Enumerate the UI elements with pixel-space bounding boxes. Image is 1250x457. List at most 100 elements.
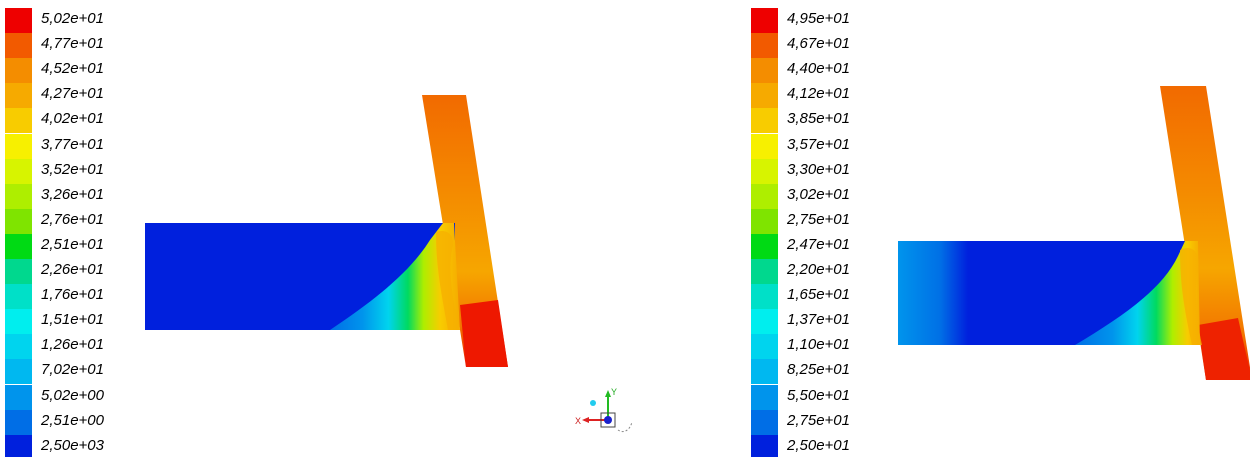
legend-label: 2,20e+01 <box>787 261 850 278</box>
workpiece-left-band <box>898 241 968 345</box>
legend-swatch <box>751 108 778 134</box>
workpiece-region <box>145 223 460 330</box>
legend-swatch <box>5 108 32 134</box>
tool-bar <box>1160 86 1250 380</box>
legend-label: 4,40e+01 <box>787 60 850 78</box>
legend-row: 4,77e+01 <box>5 33 135 59</box>
tool-tip-hot-zone <box>1198 318 1250 380</box>
legend-label: 5,02e+00 <box>41 386 104 404</box>
legend-row: 2,47e+01 <box>751 233 881 259</box>
legend-label: 3,52e+01 <box>41 160 104 178</box>
legend-row: 3,30e+01 <box>751 158 881 184</box>
legend-row: 5,50e+01 <box>751 384 881 410</box>
legend-row: 1,65e+01 <box>751 284 881 310</box>
legend-row: 1,26e+01 <box>5 334 135 360</box>
legend-label: 1,65e+01 <box>787 286 850 304</box>
legend-swatch <box>5 83 32 109</box>
legend-row: 3,85e+01 <box>751 108 881 134</box>
legend-row: 1,37e+01 <box>751 309 881 335</box>
legend-label: 2,75e+01 <box>787 411 850 429</box>
legend-swatch <box>751 233 778 259</box>
legend-label: 1,26e+01 <box>41 336 104 354</box>
legend-swatch <box>5 384 32 410</box>
legend-swatch <box>5 208 32 234</box>
legend-label: 3,85e+01 <box>787 110 850 128</box>
legend-row: 2,75e+01 <box>751 208 881 234</box>
legend-row: 2,51e+00 <box>5 409 135 435</box>
legend-label: 2,47e+01 <box>787 235 850 253</box>
legend-swatch <box>5 183 32 209</box>
tool-tip-hot-zone <box>460 300 508 367</box>
legend-swatch <box>5 8 32 34</box>
legend-label: 2,75e+01 <box>787 210 850 228</box>
legend-label: 7,02e+01 <box>41 361 104 379</box>
legend-row: 1,76e+01 <box>5 284 135 310</box>
legend-swatch <box>751 384 778 410</box>
legend-swatch <box>5 259 32 285</box>
legend-row: 3,02e+01 <box>751 183 881 209</box>
legend-label: 4,12e+01 <box>787 85 850 103</box>
legend-swatch <box>5 158 32 184</box>
legend-row: 1,51e+01 <box>5 309 135 335</box>
tool-bar-region <box>422 95 508 367</box>
legend-label: 2,76e+01 <box>41 210 104 228</box>
legend-row: 4,52e+01 <box>5 58 135 84</box>
legend-swatch <box>5 133 32 159</box>
contour-plot-left <box>145 95 508 367</box>
legend-swatch <box>751 33 778 59</box>
legend-swatch <box>5 309 32 335</box>
legend-swatch <box>5 334 32 360</box>
legend-label: 4,27e+01 <box>41 85 104 103</box>
legend-row: 4,12e+01 <box>751 83 881 109</box>
legend-label: 4,95e+01 <box>787 10 850 27</box>
workpiece-hot-rim <box>1180 247 1202 345</box>
legend-label: 2,51e+01 <box>41 235 104 253</box>
legend-row: 3,57e+01 <box>751 133 881 159</box>
legend-label: 2,26e+01 <box>41 261 104 278</box>
triad-x-label: X <box>575 416 581 426</box>
triad-y-label: Y <box>611 387 617 397</box>
legend-label: 2,50e+03 <box>41 436 104 454</box>
legend-swatch <box>751 434 778 457</box>
workpiece-gradient-fan <box>330 223 460 330</box>
workpiece-gradient-fan <box>1075 241 1200 345</box>
legend-label: 3,30e+01 <box>787 160 850 178</box>
legend-label: 3,26e+01 <box>41 185 104 203</box>
legend-swatch <box>751 8 778 34</box>
legend-swatch <box>5 33 32 59</box>
workpiece-hot-rim <box>436 230 460 330</box>
legend-swatch <box>751 133 778 159</box>
legend-swatch <box>5 233 32 259</box>
legend-swatch <box>751 58 778 84</box>
legend-row: 2,50e+03 <box>5 434 135 457</box>
legend-row: 4,40e+01 <box>751 58 881 84</box>
legend-row: 5,02e+01 <box>5 8 135 34</box>
legend-row: 2,75e+01 <box>751 409 881 435</box>
legend-row: 3,26e+01 <box>5 183 135 209</box>
legend-row: 2,51e+01 <box>5 233 135 259</box>
legend-swatch <box>751 259 778 285</box>
legend-label: 4,52e+01 <box>41 60 104 78</box>
legend-label: 2,50e+01 <box>787 436 850 454</box>
legend-label: 1,76e+01 <box>41 286 104 304</box>
legend-swatch <box>5 284 32 310</box>
legend-right: 4,95e+01 4,67e+01 4,40e+01 4,12e+01 3,85e+01… <box>751 8 881 457</box>
legend-row: 5,02e+00 <box>5 384 135 410</box>
legend-swatch <box>5 58 32 84</box>
legend-swatch <box>751 83 778 109</box>
legend-swatch <box>5 409 32 435</box>
legend-swatch <box>5 359 32 385</box>
legend-swatch <box>751 359 778 385</box>
legend-swatch <box>751 183 778 209</box>
legend-row: 2,26e+01 <box>5 259 135 285</box>
workpiece-region <box>898 241 1202 345</box>
legend-label: 3,77e+01 <box>41 135 104 153</box>
legend-label: 3,02e+01 <box>787 185 850 203</box>
legend-row: 8,25e+01 <box>751 359 881 385</box>
legend-swatch <box>5 434 32 457</box>
tool-bar-region <box>1160 86 1250 380</box>
legend-swatch <box>751 409 778 435</box>
legend-row: 4,27e+01 <box>5 83 135 109</box>
legend-row: 2,20e+01 <box>751 259 881 285</box>
legend-label: 4,77e+01 <box>41 35 104 53</box>
